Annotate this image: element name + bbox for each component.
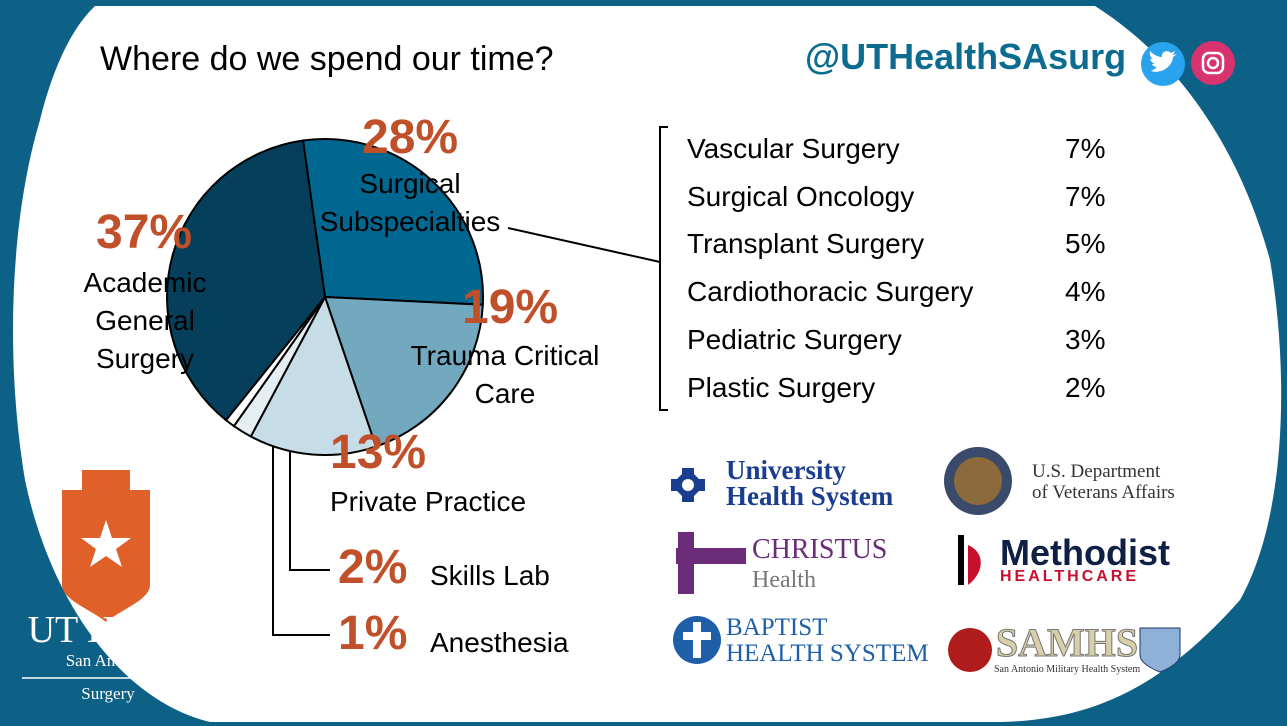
- baptist-line: BAPTIST: [726, 614, 828, 641]
- methodist-line: HEALTHCARE: [1000, 568, 1140, 585]
- row-name: Cardiothoracic Surgery: [687, 276, 974, 308]
- instagram-icon[interactable]: [1191, 41, 1235, 85]
- logo-text: Methodist HEALTHCARE: [1000, 532, 1170, 586]
- samhs-shield: [1139, 627, 1181, 673]
- baptist-cross: [683, 632, 711, 640]
- logo-text: University Health System: [726, 455, 894, 511]
- category-label: Skills Lab: [430, 560, 550, 591]
- chart-title: Where do we spend our time?: [100, 40, 554, 78]
- pie-slice: [166, 139, 327, 422]
- row-name: Plastic Surgery: [687, 371, 876, 403]
- category-label: Surgical Subspecialties: [319, 168, 501, 237]
- logo-text: CHRISTUS Health: [752, 535, 887, 595]
- twitter-bird: [1149, 51, 1177, 72]
- va-seal-inner: [954, 457, 1002, 505]
- row-name: Surgical Oncology: [687, 180, 915, 212]
- ut-line: UT Health: [27, 609, 189, 651]
- value-label: 37%: [96, 206, 193, 259]
- value-label: 19%: [462, 281, 559, 334]
- instagram-glyph: [1206, 56, 1220, 70]
- leader-line: [507, 227, 661, 263]
- christus-cross: [676, 548, 746, 564]
- samhs-line: SAMHS: [995, 620, 1139, 665]
- logo-text: SAMHS San Antonio Military Health System: [994, 620, 1141, 675]
- logo-text: U.S. Department of Veterans Affairs: [1032, 461, 1175, 503]
- value-label: 28%: [362, 111, 459, 164]
- samhs-seal: [948, 628, 992, 672]
- christus-line: Health: [752, 567, 816, 593]
- ut-line: Surgery: [81, 684, 135, 703]
- bracket: [659, 126, 668, 411]
- row-name: Vascular Surgery: [687, 133, 900, 164]
- handle[interactable]: @UTHealthSAsurg: [805, 36, 1127, 77]
- christus-line: CHRISTUS: [752, 534, 888, 565]
- value-label: 2%: [338, 541, 408, 594]
- category-label: Anesthesia: [430, 627, 569, 658]
- row-value: 3%: [1065, 323, 1106, 355]
- category-label: Academic General Surgery: [83, 267, 207, 374]
- va-line: of Veterans Affairs: [1032, 482, 1175, 503]
- row-value: 7%: [1065, 180, 1106, 212]
- logo-text: BAPTIST HEALTH SYSTEM: [726, 615, 929, 667]
- pie: [166, 138, 484, 456]
- baptist-line: HEALTH SYSTEM: [726, 640, 929, 667]
- value-label: 13%: [330, 426, 427, 479]
- methodist-flame: [968, 545, 981, 585]
- category-label: Private Practice: [330, 486, 527, 517]
- ut-line: San Antonio: [65, 651, 151, 670]
- va-line: U.S. Department: [1032, 461, 1161, 482]
- leader-line: [289, 452, 330, 571]
- methodist-cross: [958, 535, 964, 585]
- ut-star: [81, 520, 131, 567]
- instagram-glyph: [1201, 51, 1225, 75]
- row-value: 5%: [1065, 228, 1106, 260]
- uhs-line: University: [726, 455, 846, 485]
- category-label: Trauma Critical Care: [410, 340, 600, 409]
- row-name: Pediatric Surgery: [687, 323, 902, 355]
- leader-line: [272, 446, 330, 636]
- pie-slice: [301, 138, 484, 306]
- ut-shield-top: [82, 470, 130, 490]
- samhs-line: San Antonio Military Health System: [994, 664, 1141, 675]
- value-label: 1%: [338, 607, 408, 660]
- methodist-line: Methodist: [1000, 532, 1170, 573]
- pie-slice: [323, 295, 484, 448]
- row-value: 2%: [1065, 371, 1106, 403]
- row-name: Transplant Surgery: [687, 228, 925, 260]
- row-value: 4%: [1065, 276, 1106, 308]
- uhs-line: Health System: [726, 481, 894, 511]
- row-value: 7%: [1065, 133, 1106, 164]
- pie-slice: [249, 294, 378, 456]
- ut-logo: UT Health San Antonio Surgery: [22, 610, 194, 704]
